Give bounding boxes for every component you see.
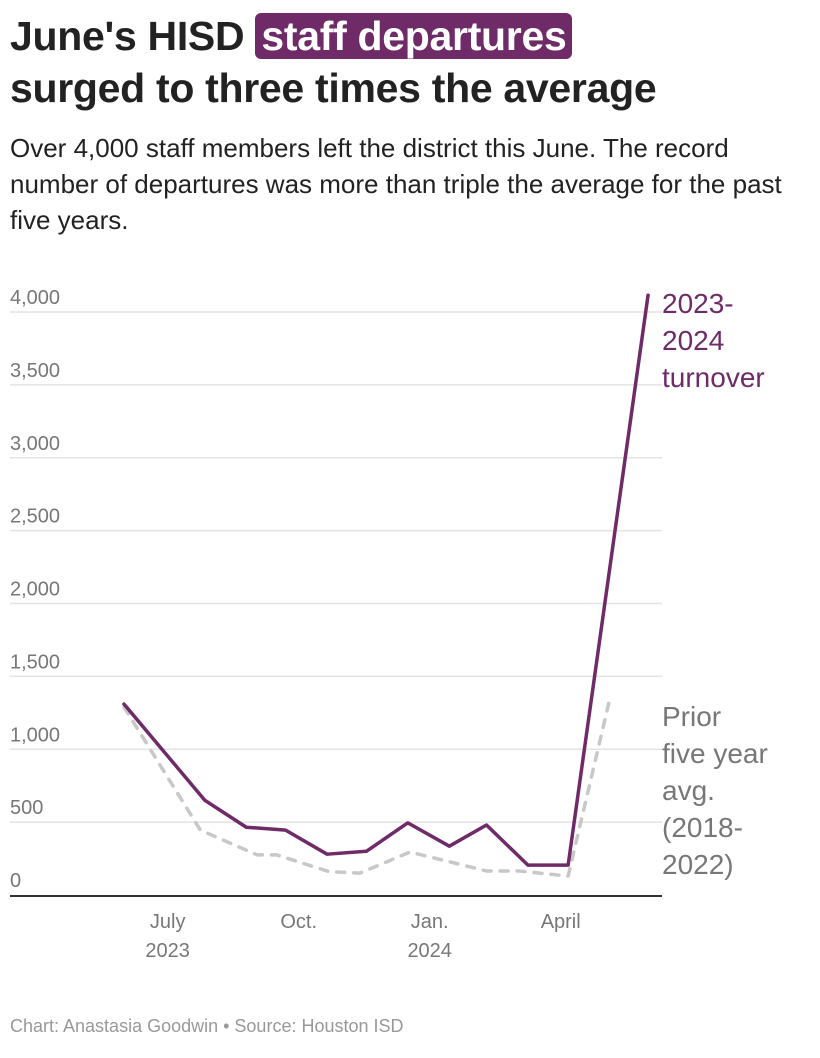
line-chart: 0 500 1,000 1,500 2,000 2,500 3,000 3,500 4,000 J… — [10, 287, 768, 962]
avg-series-label: Prior five year avg. (2018- 2022) — [662, 701, 768, 880]
y-tick-label: 500 — [10, 797, 43, 819]
y-tick-label: 1,500 — [10, 651, 60, 673]
y-tick-label: 1,000 — [10, 724, 60, 746]
y-tick-label: 2,000 — [10, 579, 60, 601]
x-tick-label: Oct. — [280, 911, 317, 933]
x-tick-year: 2024 — [407, 940, 452, 962]
x-tick-year: 2023 — [145, 940, 190, 962]
x-tick-label: July — [150, 911, 186, 933]
series-label-line: Prior — [662, 701, 721, 732]
y-tick-label: 4,000 — [10, 287, 60, 309]
x-tick-label: Jan. — [411, 911, 449, 933]
title-post: surged to three times the average — [10, 65, 657, 111]
y-tick-label: 2,500 — [10, 506, 60, 528]
x-tick-label: April — [541, 911, 581, 933]
series-label-line: avg. — [662, 775, 715, 806]
series-label-line: turnover — [662, 362, 765, 393]
title-pre: June's HISD — [10, 13, 256, 59]
title-highlight: staff departures — [255, 13, 573, 59]
chart-title: June's HISD staff departures surged to th… — [10, 10, 810, 114]
series-label-line: 2023- — [662, 288, 734, 319]
series-label-line: 2022) — [662, 849, 734, 880]
turnover-series-line — [122, 293, 650, 867]
footer-credit: Chart: Anastasia Goodwin • Source: Houst… — [10, 1016, 404, 1036]
series-label-line: 2024 — [662, 325, 724, 356]
turnover-series-label: 2023- 2024 turnover — [662, 288, 765, 393]
y-tick-label: 0 — [10, 870, 21, 892]
y-tick-label: 3,500 — [10, 360, 60, 382]
series-label-line: five year — [662, 738, 768, 769]
y-tick-label: 3,000 — [10, 433, 60, 455]
subtitle: Over 4,000 staff members left the distri… — [10, 133, 782, 235]
series-label-line: (2018- — [662, 812, 743, 843]
